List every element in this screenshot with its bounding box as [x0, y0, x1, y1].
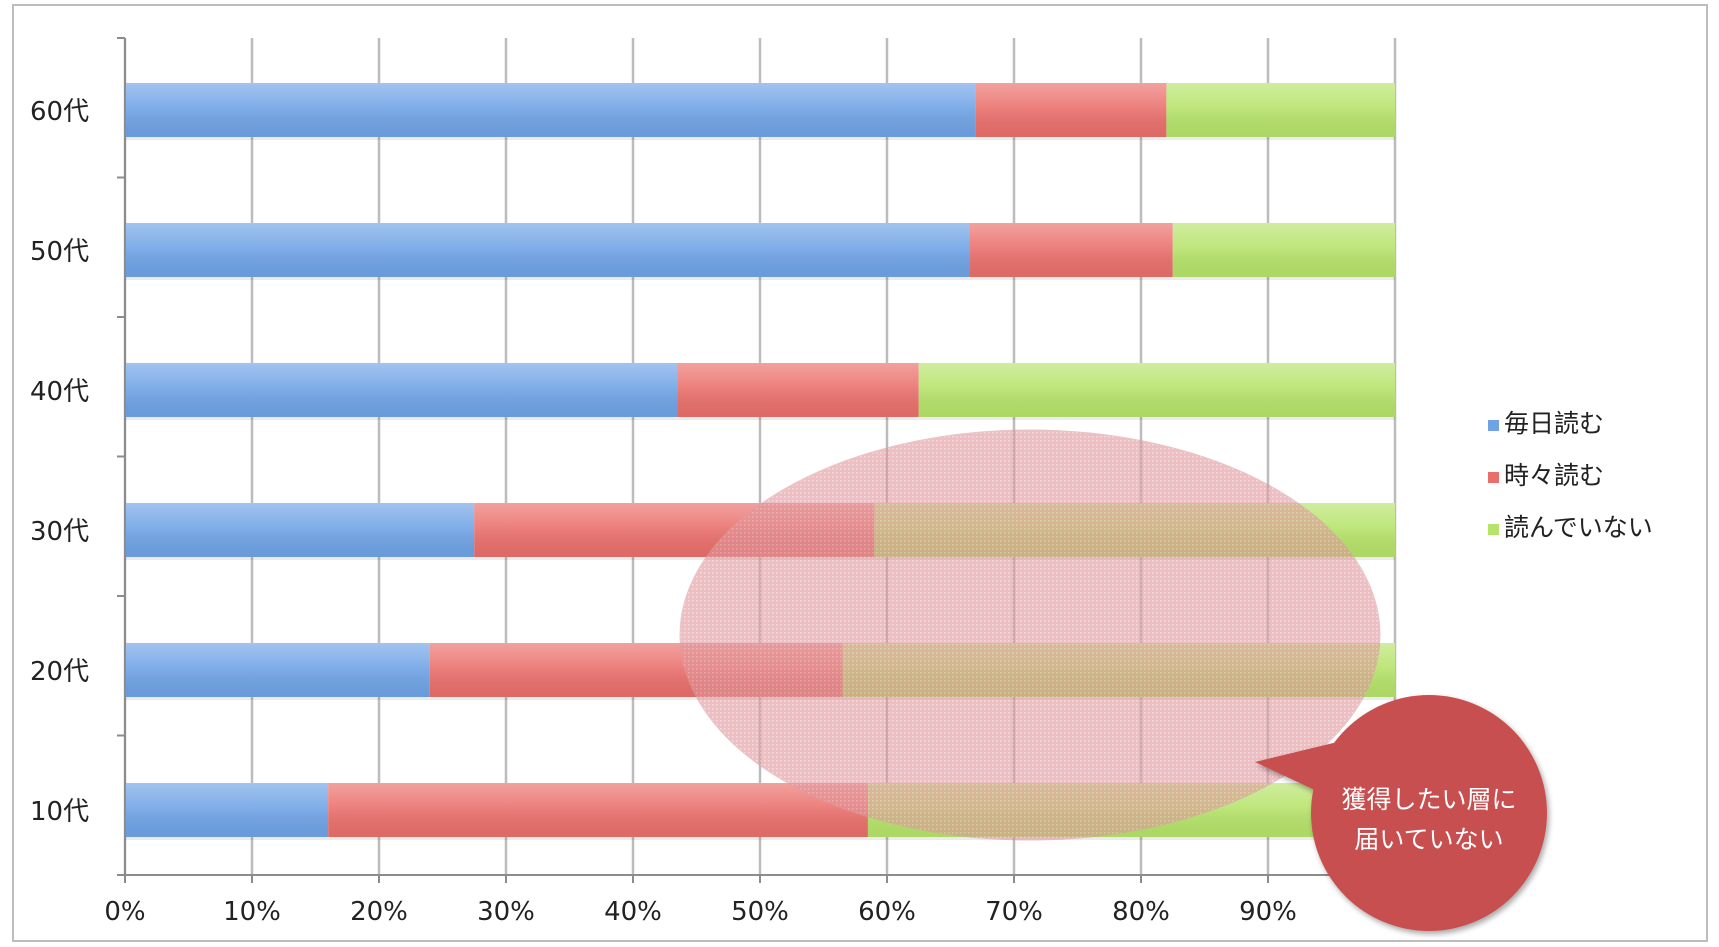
- bar-gloss: [125, 223, 970, 277]
- category-label: 40代: [30, 377, 89, 407]
- bar-shadow: [125, 277, 1395, 280]
- callout-text-line: 獲得したい層に: [1341, 785, 1516, 814]
- bar-gloss: [125, 783, 329, 837]
- x-tick-label: 10%: [223, 897, 281, 927]
- legend-label: 読んでいない: [1504, 513, 1653, 542]
- x-tick-label: 70%: [985, 897, 1043, 927]
- bar-gloss: [1166, 83, 1395, 137]
- bar-gloss: [125, 503, 475, 557]
- legend-label: 時々読む: [1504, 461, 1604, 490]
- bar-gloss: [125, 363, 678, 417]
- callout-bubble: [1255, 695, 1547, 931]
- bar-gloss: [969, 223, 1173, 277]
- x-tick-label: 30%: [477, 897, 535, 927]
- x-tick-label: 40%: [604, 897, 662, 927]
- bar-shadow: [125, 417, 1395, 420]
- x-tick-label: 20%: [350, 897, 408, 927]
- x-tick-label: 50%: [731, 897, 789, 927]
- highlight-ellipse: [679, 429, 1381, 841]
- bar-shadow: [125, 137, 1395, 140]
- bar-gloss: [1172, 223, 1395, 277]
- bar-gloss: [677, 363, 919, 417]
- category-label: 20代: [30, 657, 89, 687]
- legend-swatch: [1488, 524, 1499, 535]
- x-tick-label: 80%: [1112, 897, 1170, 927]
- category-label: 10代: [30, 797, 89, 827]
- highlight-overlay: [679, 429, 1381, 841]
- bar-gloss: [328, 783, 868, 837]
- x-tick-label: 60%: [858, 897, 916, 927]
- category-label: 50代: [30, 237, 89, 267]
- callout-text-line: 届いていない: [1354, 825, 1503, 854]
- legend-swatch: [1488, 472, 1499, 483]
- legend-label: 毎日読む: [1504, 409, 1604, 438]
- x-tick-label: 90%: [1239, 897, 1297, 927]
- bar-gloss: [125, 83, 976, 137]
- callout-circle: [1311, 695, 1547, 931]
- category-label: 60代: [30, 97, 89, 127]
- legend-swatch: [1488, 420, 1499, 431]
- axes: 0% 10% 20% 30% 40% 50% 60% 70% 80% 90% 60代 50代 40代 30…: [30, 37, 1395, 927]
- x-tick-label: 0%: [104, 897, 145, 927]
- bar-gloss: [918, 363, 1395, 417]
- bar-gloss: [125, 643, 430, 697]
- category-label: 30代: [30, 517, 89, 547]
- bar-shadow: [125, 837, 1395, 840]
- bar-gloss: [975, 83, 1167, 137]
